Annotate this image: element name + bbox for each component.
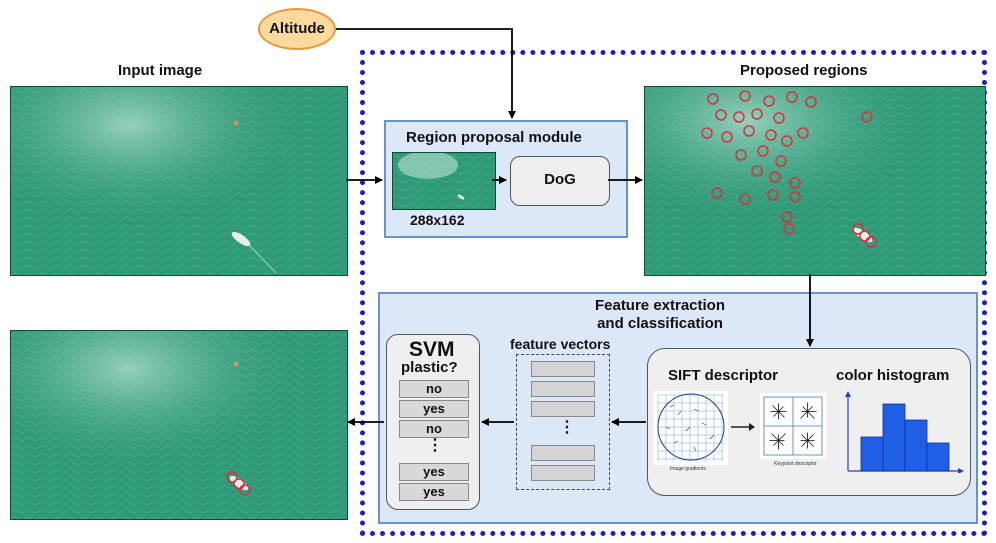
dog-box: DoG [510, 156, 610, 206]
dog-label: DoG [544, 171, 576, 188]
svm-box: SVM plastic? no yes no ⋮ yes yes [386, 334, 480, 510]
proposed-regions-image [644, 86, 986, 276]
feature-vector-1 [531, 361, 595, 377]
feature-module-title: Feature extraction and classification [580, 297, 740, 333]
downsampled-image [392, 152, 496, 210]
image-gradients-figure [654, 391, 728, 465]
image-gradients-caption: Image gradients [670, 466, 706, 472]
altitude-label: Altitude [269, 20, 325, 37]
svm-result-4: yes [399, 463, 469, 481]
region-proposal-title: Region proposal module [406, 129, 582, 146]
feature-vectors-group: ⋮ [516, 354, 610, 490]
feature-title-line1: Feature extraction [594, 297, 726, 314]
pipeline-boundary [360, 50, 987, 536]
color-histogram-label: color histogram [836, 367, 950, 384]
svm-result-2: yes [399, 400, 469, 418]
input-image [10, 86, 348, 276]
feature-vectors-ellipsis: ⋮ [559, 419, 575, 436]
keypoint-descriptor-figure [760, 393, 826, 459]
feature-vector-4 [531, 445, 595, 461]
proposed-regions-title: Proposed regions [740, 62, 868, 79]
feature-vector-2 [531, 381, 595, 397]
svm-result-3: no [399, 420, 469, 438]
color-histogram-figure [845, 391, 964, 473]
descriptor-box: SIFT descriptor color histogram Image gr… [647, 348, 971, 496]
feature-vectors-label: feature vectors [510, 336, 611, 352]
feature-title-line2: and classification [597, 315, 723, 332]
sift-arrow [731, 423, 755, 431]
svm-ellipsis: ⋮ [427, 437, 443, 454]
svm-question: plastic? [401, 359, 458, 376]
altitude-node: Altitude [258, 8, 336, 50]
feature-vector-5 [531, 465, 595, 481]
svm-result-5: yes [399, 483, 469, 501]
sift-label: SIFT descriptor [668, 367, 779, 384]
keypoint-descriptor-caption: Keypoint descriptor [774, 461, 817, 467]
input-image-title: Input image [118, 62, 203, 79]
output-image [10, 330, 348, 520]
histogram-bar-4 [926, 442, 950, 472]
svm-title: SVM [409, 338, 455, 361]
svm-result-1: no [399, 380, 469, 398]
resolution-label: 288x162 [410, 212, 465, 228]
feature-vector-3 [531, 401, 595, 417]
